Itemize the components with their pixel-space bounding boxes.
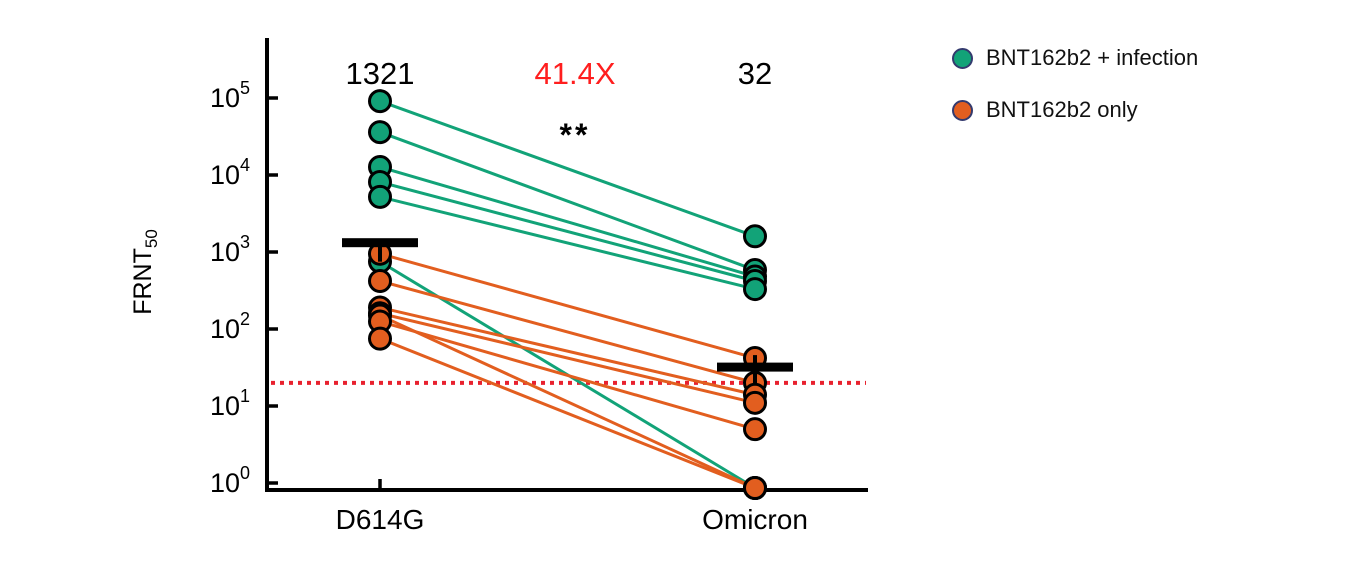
pair-line-orange <box>379 337 756 490</box>
legend-label: BNT162b2 only <box>986 97 1138 122</box>
legend-label: BNT162b2 + infection <box>986 45 1199 70</box>
y-tick-label: 102 <box>210 309 250 344</box>
legend-item-vaccinated-only: BNT162b2 only <box>952 98 1198 122</box>
legend: BNT162b2 + infection BNT162b2 only <box>952 46 1198 150</box>
pair-line-green <box>379 99 756 238</box>
x-tick-label-omicron: Omicron <box>702 504 808 535</box>
pair-line-orange <box>379 311 756 405</box>
legend-swatch-orange-circle-icon <box>952 99 973 121</box>
data-point-green <box>368 120 392 145</box>
data-point-green <box>743 224 767 249</box>
y-tick-label: 100 <box>210 463 250 498</box>
pair-line-green <box>379 165 756 278</box>
y-tick-label: 101 <box>210 386 250 421</box>
pair-line-orange <box>379 306 756 397</box>
pair-line-green <box>379 195 756 291</box>
x-tick-label-d614g: D614G <box>336 504 425 535</box>
mean-bar <box>717 362 793 372</box>
mean-bar <box>342 238 418 248</box>
data-point-green <box>368 184 392 209</box>
y-tick-label: 103 <box>210 232 250 267</box>
data-point-orange <box>368 326 392 351</box>
pair-line-green <box>379 130 756 272</box>
data-point-orange <box>368 269 392 294</box>
pair-line-orange <box>379 279 756 385</box>
pair-line-orange <box>379 314 756 490</box>
data-point-green <box>743 277 767 302</box>
data-point-orange <box>743 417 767 442</box>
fold-change-label: 41.4X <box>534 56 615 91</box>
y-tick-label: 105 <box>210 78 250 113</box>
pair-line-green <box>379 180 756 283</box>
y-axis-title: FRNT50 <box>129 229 161 315</box>
legend-swatch-green-circle-icon <box>952 47 973 69</box>
data-point-orange <box>743 476 767 500</box>
data-point-orange <box>743 390 767 415</box>
d614g-mean-label: 1321 <box>346 56 415 91</box>
significance-marker: ** <box>560 117 591 153</box>
pair-line-orange <box>379 252 756 360</box>
legend-item-vaccinated-infected: BNT162b2 + infection <box>952 46 1198 70</box>
y-tick-label: 104 <box>210 155 250 190</box>
data-point-green <box>368 89 392 114</box>
omicron-mean-label: 32 <box>738 56 772 91</box>
pair-line-orange <box>379 320 756 431</box>
mean-whisker <box>378 246 382 262</box>
axes-spine <box>265 38 868 492</box>
